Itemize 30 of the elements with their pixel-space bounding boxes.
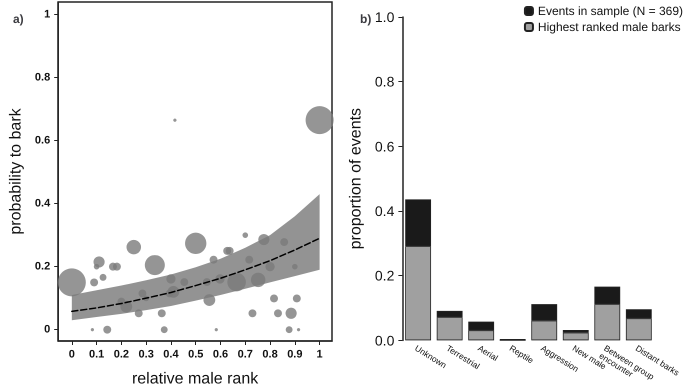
x-tick-label: 1 [316, 348, 323, 360]
y-tick-label: 0 [44, 324, 50, 336]
legend-label: Highest ranked male barks [538, 20, 681, 34]
y-tick-label: 0.6 [374, 138, 395, 154]
x-tick-label: 0.7 [238, 348, 253, 360]
text: a) [13, 12, 24, 26]
y-tick-label: 0.8 [34, 72, 50, 84]
y-tick-label: 1.0 [374, 9, 395, 25]
y-tick-label: 0.2 [374, 268, 395, 284]
x-axis-title: relative male rank [132, 370, 260, 388]
y-tick-label: 0.2 [34, 260, 50, 273]
x-tick-label: 0.6 [212, 348, 228, 360]
x-tick-label: 0.5 [188, 348, 204, 360]
x-tick-label: 0.4 [163, 348, 180, 360]
x-tick-label: 0.8 [262, 348, 278, 360]
chart-title: b) [360, 12, 372, 26]
y-tick-label: 0.4 [374, 203, 395, 220]
x-tick-label: 0.2 [114, 348, 130, 360]
y-tick-label: 0.0 [374, 332, 395, 348]
y-tick-label: 1 [44, 8, 50, 21]
y-tick-label: 0.8 [374, 74, 395, 90]
y-tick-label: 0.4 [34, 198, 52, 210]
legend-label: Events in sample (N = 369) [538, 4, 684, 18]
y-tick-label: 0.6 [34, 134, 50, 147]
x-tick-label: 0.9 [287, 348, 302, 360]
y-axis-title: probability to bark [8, 107, 24, 235]
x-tick-label: 0.1 [88, 348, 104, 360]
y-axis-title: proportion of events [348, 108, 364, 250]
x-tick-label: 0 [68, 348, 75, 360]
x-tick-label: 0.3 [138, 348, 154, 360]
